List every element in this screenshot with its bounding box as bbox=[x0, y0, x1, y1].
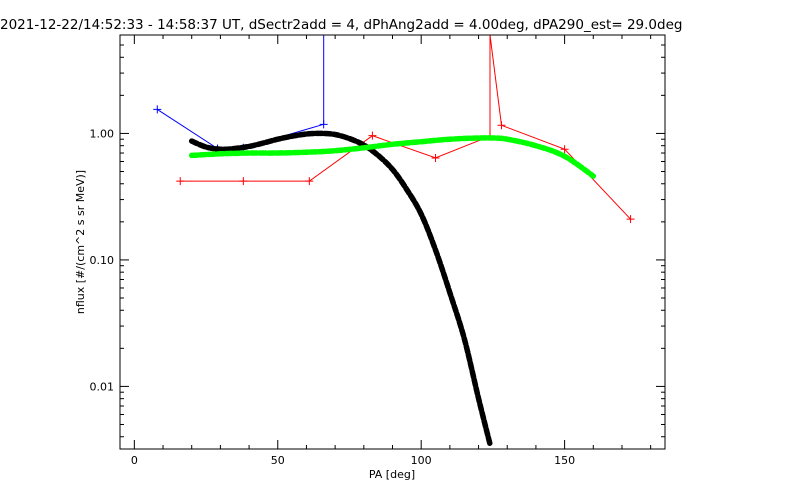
series-1-line bbox=[180, 35, 631, 220]
series-0-point bbox=[319, 120, 328, 129]
y-tick-label: 0.10 bbox=[90, 254, 115, 267]
x-axis-label: PA [deg] bbox=[369, 468, 415, 481]
x-tick-label: 50 bbox=[271, 454, 285, 467]
series-1-point bbox=[305, 177, 314, 186]
series-1-point bbox=[560, 145, 569, 154]
plot-frame bbox=[119, 34, 666, 450]
ticks-layer: 0 50 100 150 0.01 0.10 1.00 bbox=[90, 34, 665, 467]
series-3-curve bbox=[188, 135, 597, 179]
series-0-point bbox=[153, 105, 162, 114]
series-1-point bbox=[368, 131, 377, 140]
x-tick-label: 0 bbox=[131, 454, 138, 467]
series-2 bbox=[188, 130, 493, 447]
y-tick-label: 1.00 bbox=[90, 127, 115, 140]
y-axis-label: nflux [#/(cm^2 s sr MeV)] bbox=[74, 170, 87, 314]
y-tick-label: 0.01 bbox=[90, 380, 115, 393]
series-1-point bbox=[239, 177, 248, 186]
x-tick-label: 100 bbox=[411, 454, 432, 467]
series-1-point bbox=[176, 177, 185, 186]
series-2-curve bbox=[188, 130, 493, 447]
series-1 bbox=[176, 35, 635, 224]
series-1-point bbox=[497, 121, 506, 130]
series-1-point bbox=[626, 215, 635, 224]
chart-title: 2021-12-22/14:52:33 - 14:58:37 UT, dSect… bbox=[0, 17, 683, 33]
series-0-line bbox=[157, 35, 325, 150]
series-layer bbox=[153, 35, 635, 447]
series-1-point bbox=[431, 153, 440, 162]
series-3 bbox=[188, 135, 597, 179]
x-tick-label: 150 bbox=[554, 454, 575, 467]
